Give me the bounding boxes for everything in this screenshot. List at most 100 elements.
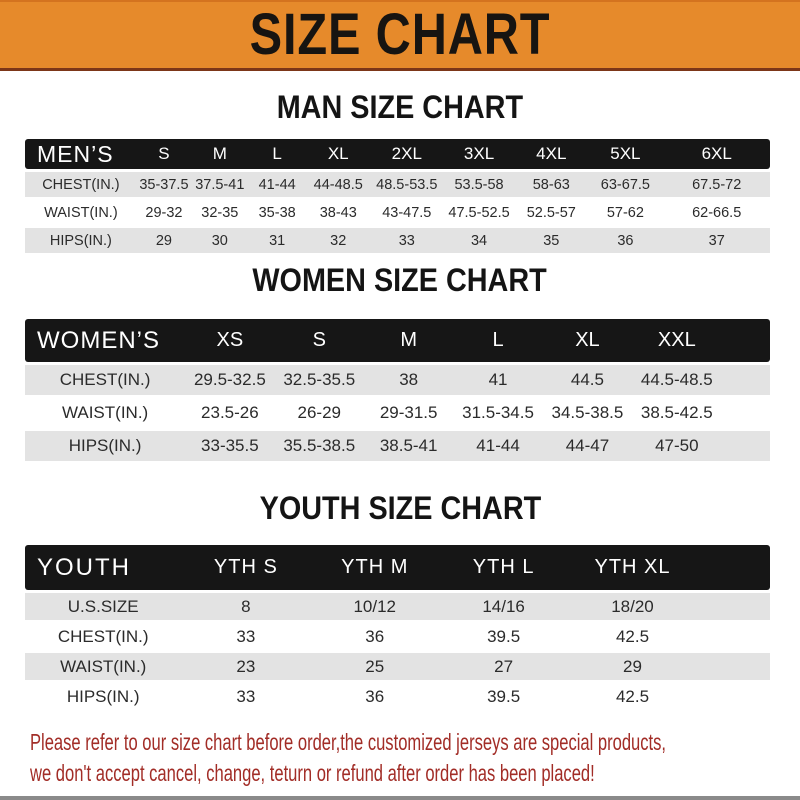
size-value-cell: 43-47.5 [382,204,432,221]
footer-note-line1: Please refer to our size chart before or… [30,729,667,755]
size-value-cell: 29.5-32.5 [185,365,275,395]
spacer-cell [697,683,770,710]
men-size-col-header: 6XL [663,139,770,169]
row-label: CHEST(IN.) [57,626,149,646]
youth-header-row: YOUTH YTH S YTH M YTH L YTH XL [25,545,770,590]
size-value-cell: 32-35 [201,204,239,221]
row-label: WAIST(IN.) [61,403,149,422]
size-value-cell: 63-67.5 [587,172,664,197]
spacer-cell [696,653,770,680]
women-size-col-header: XS [185,319,275,362]
size-value-cell: 32.5-35.5 [274,365,364,395]
size-value-cell: 38.5-41 [363,431,454,461]
spacer-cell [696,545,770,590]
men-hips-row: HIPS(IN.) 29 30 31 32 33 34 35 36 37 [25,228,770,253]
size-value-cell: 25 [310,653,440,680]
youth-ussize-row: U.S.SIZE 8 10/12 14/16 18/20 [25,593,770,620]
size-value-cell: 35.5-38.5 [274,431,364,461]
size-value-cell: 8 [181,593,311,620]
size-value-cell: 18/20 [568,593,697,620]
size-value-cell: 27 [439,653,569,680]
size-chart-banner: SIZE CHART [0,0,800,71]
row-label: CHEST(IN.) [25,172,137,197]
size-value-cell: 38 [363,365,454,395]
size-value-cell: 23 [181,653,311,680]
size-value-cell: 36 [587,228,664,253]
size-value-cell: 44-48.5 [305,172,371,197]
size-value-cell: 33 [236,686,256,706]
men-waist-row: WAIST(IN.) 29-32 32-35 35-38 38-43 43-47… [25,200,770,225]
size-value-cell: 29 [136,228,192,253]
men-size-col-header: 3XL [442,139,516,169]
men-size-col-header: M [191,139,249,169]
youth-chest-row: CHEST(IN.) 33 36 39.5 42.5 [25,623,770,650]
size-value-cell: 14/16 [439,593,569,620]
youth-size-col-header: YTH L [439,545,569,590]
size-value-cell: 39.5 [487,686,521,706]
size-value-cell: 41-44 [453,431,543,461]
women-size-table: WOMEN’S XS S M L XL XXL CHEST(IN.) 29.5-… [25,316,770,464]
size-value-cell: 67.5-72 [663,172,770,197]
youth-table-corner-label: YOUTH [25,545,182,590]
row-label: U.S.SIZE [25,593,182,620]
size-value-cell: 30 [191,228,249,253]
size-value-cell: 44-47 [542,431,633,461]
men-chest-row: CHEST(IN.) 35-37.5 37.5-41 41-44 44-48.5… [25,172,770,197]
size-value-cell: 31 [248,228,306,253]
size-value-cell: 44.5 [542,365,633,395]
bottom-border-strip [0,796,800,800]
size-value-cell: 36 [365,686,385,706]
men-size-col-header: 4XL [515,139,588,169]
size-value-cell: 39.5 [487,626,521,646]
women-hips-row: HIPS(IN.) 33-35.5 35.5-38.5 38.5-41 41-4… [25,431,770,461]
women-table-corner-label: WOMEN’S [25,319,186,362]
size-value-cell: 48.5-53.5 [370,172,443,197]
size-value-cell: 33-35.5 [185,431,275,461]
size-value-cell: 42.5 [615,686,650,706]
size-value-cell: 57-62 [606,204,644,221]
size-value-cell: 29 [568,653,697,680]
men-header-row: MEN’S S M L XL 2XL 3XL 4XL 5XL 6XL [25,139,770,169]
men-size-col-header: 5XL [587,139,664,169]
women-size-col-header: XL [542,319,633,362]
men-size-col-header: XL [305,139,371,169]
row-label: HIPS(IN.) [25,228,137,253]
row-label: HIPS(IN.) [25,431,186,461]
size-value-cell: 36 [365,626,385,646]
row-label: HIPS(IN.) [66,686,140,706]
size-value-cell: 38.5-42.5 [640,403,713,422]
women-section-title: WOMEN SIZE CHART [252,262,548,298]
footer-note: Please refer to our size chart before or… [30,727,790,789]
youth-size-col-header: YTH XL [568,545,697,590]
youth-size-col-header: YTH M [310,545,440,590]
women-size-col-header: XXL [632,319,722,362]
women-chest-row: CHEST(IN.) 29.5-32.5 32.5-35.5 38 41 44.… [25,365,770,395]
banner-title: SIZE CHART [249,2,551,67]
size-value-cell: 47.5-52.5 [448,204,510,221]
size-value-cell: 47-50 [632,431,722,461]
men-size-col-header: S [136,139,192,169]
size-value-cell: 34 [442,228,516,253]
men-size-table: MEN’S S M L XL 2XL 3XL 4XL 5XL 6XL CHEST… [25,136,770,256]
size-value-cell: 33 [370,228,443,253]
man-section-title: MAN SIZE CHART [276,89,524,125]
size-value-cell: 10/12 [310,593,440,620]
spacer-cell [721,431,770,461]
size-value-cell: 35 [515,228,588,253]
size-value-cell: 58-63 [515,172,588,197]
row-label: WAIST(IN.) [25,653,182,680]
size-value-cell: 35-37.5 [136,172,192,197]
men-table-corner-label: MEN’S [25,139,137,169]
youth-section-title: YOUTH SIZE CHART [259,490,541,526]
spacer-cell [696,593,770,620]
row-label: CHEST(IN.) [25,365,186,395]
size-value-cell: 32 [305,228,371,253]
youth-size-col-header: YTH S [181,545,311,590]
size-value-cell: 37 [663,228,770,253]
size-value-cell: 26-29 [297,403,341,422]
youth-hips-row: HIPS(IN.) 33 36 39.5 42.5 [25,683,770,710]
size-value-cell: 41 [453,365,543,395]
men-size-col-header: 2XL [370,139,443,169]
row-label: WAIST(IN.) [44,204,118,221]
size-value-cell: 37.5-41 [191,172,249,197]
